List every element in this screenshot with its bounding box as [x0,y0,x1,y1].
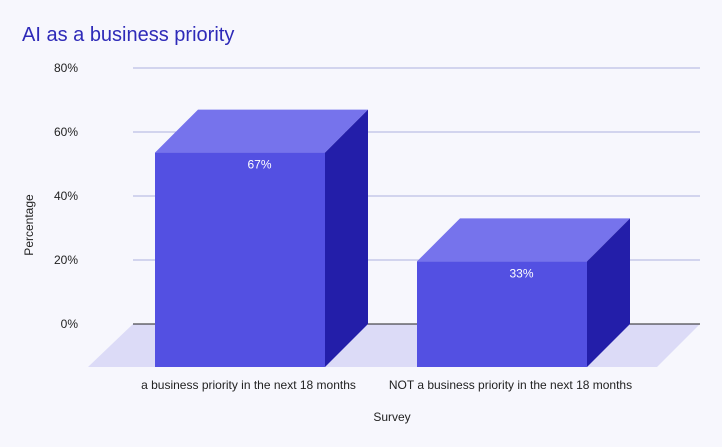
bar [417,218,630,367]
bar-top-face [417,218,630,262]
data-label: 67% [247,158,271,172]
bar-side-face [325,109,368,367]
bars [155,109,630,367]
x-axis-title: Survey [373,410,410,424]
y-tick-label: 40% [54,189,78,203]
y-tick-label: 80% [54,61,78,75]
chart-title: AI as a business priority [22,24,234,46]
y-axis-title: Percentage [22,194,36,256]
y-axis-ticks: 80% 60% 40% 20% 0% [54,61,78,331]
x-category-label: NOT a business priority in the next 18 m… [389,378,632,392]
bar-front-face [417,261,587,367]
bar-front-face [155,152,325,367]
y-tick-label: 20% [54,253,78,267]
x-axis-categories: a business priority in the next 18 month… [141,378,632,392]
data-labels: 67% 33% [247,158,533,281]
bar [155,109,368,367]
bar-side-face [587,218,630,367]
y-tick-label: 60% [54,125,78,139]
data-label: 33% [509,266,533,280]
bar-top-face [155,109,368,153]
x-category-label: a business priority in the next 18 month… [141,378,356,392]
y-tick-label: 0% [61,317,79,331]
